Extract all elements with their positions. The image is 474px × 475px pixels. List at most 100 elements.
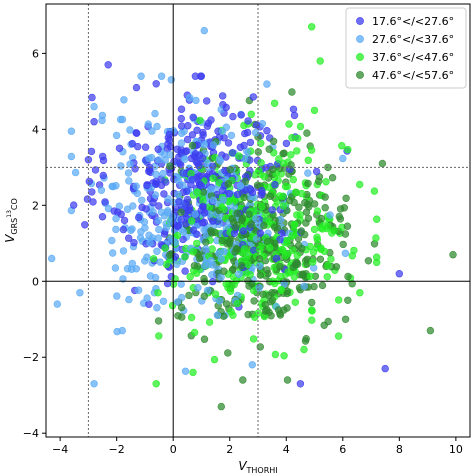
data-point-series-4 [202, 238, 210, 247]
data-point-series-2 [164, 195, 172, 203]
data-point-series-3 [270, 99, 279, 108]
data-point-series-2 [326, 211, 334, 219]
data-point-series-4 [288, 88, 296, 96]
data-point-series-4 [276, 262, 284, 271]
data-point-series-4 [342, 194, 350, 203]
data-point-series-2 [201, 262, 209, 270]
data-point-series-3 [233, 299, 242, 308]
data-point-series-1 [233, 190, 242, 199]
data-point-series-2 [203, 286, 212, 295]
data-point-series-3 [324, 262, 332, 270]
data-point-series-3 [230, 281, 238, 289]
data-point-series-3 [152, 380, 160, 388]
data-point-series-1 [90, 117, 98, 126]
data-point-series-3 [344, 145, 352, 154]
data-point-series-2 [200, 140, 209, 149]
data-point-series-2 [215, 249, 223, 258]
data-point-series-1 [201, 209, 209, 217]
data-point-series-2 [206, 185, 215, 193]
data-point-series-3 [308, 316, 316, 324]
data-point-series-4 [200, 335, 209, 343]
data-point-series-2 [202, 245, 210, 253]
data-point-series-4 [283, 304, 291, 312]
data-point-series-4 [266, 192, 274, 201]
data-point-series-2 [339, 154, 347, 163]
data-point-series-4 [217, 402, 226, 411]
data-point-series-3 [293, 211, 301, 219]
data-point-series-4 [317, 214, 326, 223]
data-point-series-3 [287, 151, 295, 159]
y-tick-label: −2 [23, 351, 39, 364]
data-point-series-2 [153, 122, 161, 131]
data-point-series-3 [276, 272, 285, 281]
data-point-series-4 [310, 282, 318, 291]
data-point-series-3 [186, 273, 194, 281]
data-point-series-1 [163, 279, 172, 288]
data-point-series-1 [258, 187, 266, 195]
data-point-series-2 [67, 152, 76, 161]
data-point-series-3 [235, 152, 243, 160]
data-point-series-2 [117, 162, 125, 170]
data-point-series-4 [245, 210, 253, 218]
y-tick-label: 6 [32, 47, 39, 60]
data-point-series-3 [190, 328, 199, 337]
data-point-series-3 [281, 252, 290, 260]
y-tick-label: 4 [32, 123, 39, 136]
data-point-series-3 [187, 313, 196, 322]
data-point-series-3 [188, 217, 196, 225]
x-tick-label: 0 [170, 443, 177, 456]
data-point-series-3 [181, 253, 189, 261]
data-point-series-2 [155, 156, 163, 164]
data-point-series-3 [277, 285, 285, 294]
data-point-series-4 [241, 177, 250, 186]
x-tick-label: 8 [396, 443, 403, 456]
data-point-series-4 [224, 349, 232, 357]
data-point-series-2 [177, 280, 185, 288]
data-point-series-1 [141, 143, 150, 151]
data-point-series-2 [145, 154, 153, 162]
data-point-series-3 [275, 155, 283, 163]
data-point-series-4 [247, 220, 255, 228]
data-point-series-3 [205, 318, 214, 326]
data-point-series-1 [160, 230, 169, 238]
data-point-series-1 [195, 172, 204, 181]
data-point-series-4 [304, 214, 313, 223]
data-point-series-2 [194, 284, 202, 292]
data-point-series-3 [338, 142, 346, 150]
data-point-series-3 [373, 253, 381, 261]
data-point-series-1 [185, 203, 194, 211]
legend-marker [356, 35, 364, 43]
x-axis-label: VTHORHI [238, 459, 277, 475]
data-point-series-2 [71, 168, 80, 177]
data-point-series-2 [126, 160, 134, 168]
data-point-series-4 [302, 208, 311, 216]
data-point-series-1 [209, 217, 217, 225]
data-point-series-2 [157, 72, 166, 80]
data-point-series-1 [188, 131, 197, 139]
data-point-series-3 [155, 332, 163, 340]
data-point-series-2 [227, 131, 236, 140]
data-point-series-2 [144, 120, 153, 128]
data-point-series-2 [255, 284, 263, 292]
data-point-series-1 [184, 121, 192, 130]
data-point-series-4 [378, 159, 387, 168]
data-point-series-1 [203, 122, 212, 130]
data-point-series-4 [237, 261, 246, 270]
data-point-series-3 [350, 246, 358, 255]
legend-label: 17.6°</<27.6° [372, 15, 454, 28]
legend-marker [356, 71, 364, 79]
data-point-series-4 [267, 312, 275, 320]
data-point-series-2 [159, 297, 168, 305]
data-point-series-1 [224, 139, 233, 147]
data-point-series-3 [309, 248, 318, 257]
data-point-series-3 [154, 289, 162, 297]
data-point-series-4 [303, 129, 311, 137]
legend-marker [356, 17, 364, 25]
data-point-series-1 [99, 171, 108, 180]
data-point-series-2 [215, 297, 224, 305]
y-tick-label: 0 [32, 275, 39, 288]
legend-box [345, 7, 467, 89]
data-point-series-4 [263, 237, 272, 246]
data-point-series-3 [294, 134, 302, 143]
data-point-series-2 [126, 126, 134, 134]
